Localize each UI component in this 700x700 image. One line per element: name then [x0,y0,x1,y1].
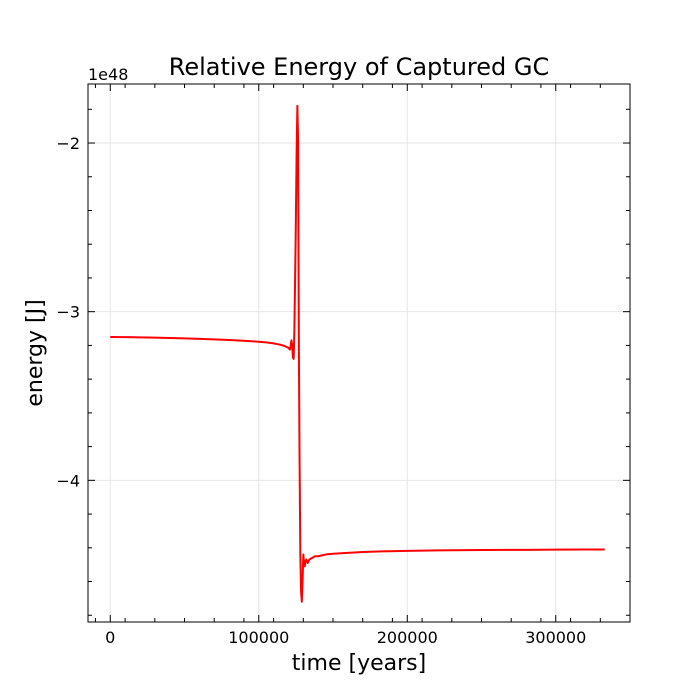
plot-frame [87,83,631,623]
x-tick-label: 0 [105,628,115,647]
grid [88,84,630,622]
series-line-energy [110,104,605,603]
x-tick-label: 100000 [228,628,289,647]
y-tick-label: −4 [56,471,80,490]
y-axis-label: energy [J] [23,299,48,406]
y-offset-label: 1e48 [88,65,128,84]
x-axis-label: time [years] [292,651,426,676]
y-tick-label: −2 [56,134,80,153]
axis-ticks: 0 100000 200000 300000 −4 −3 −2 [56,84,631,647]
chart-title: Relative Energy of Captured GC [169,53,549,81]
x-tick-label: 200000 [377,628,438,647]
y-tick-label: −3 [56,303,80,322]
x-tick-label: 300000 [525,628,586,647]
